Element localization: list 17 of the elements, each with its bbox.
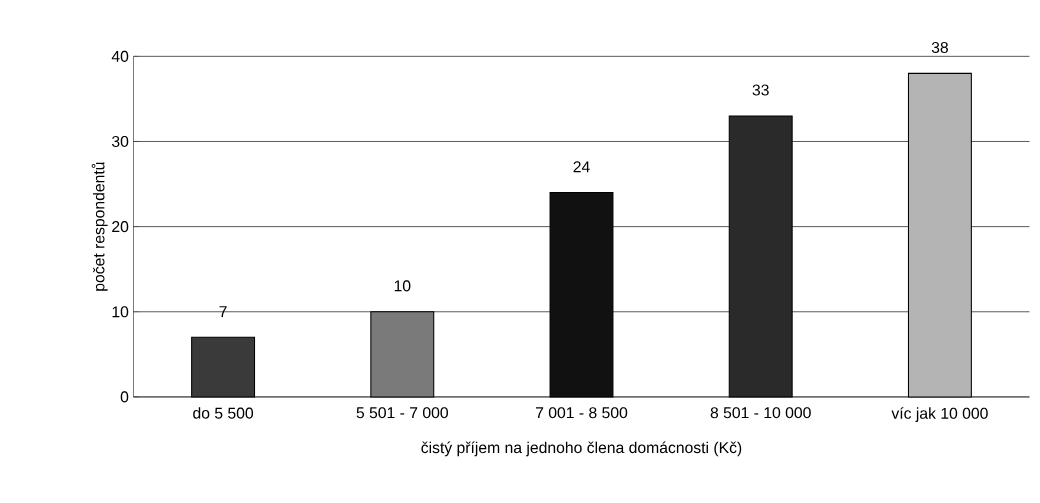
x-tick-label: 7 001 - 8 500 [535, 407, 628, 419]
x-tick-label: 5 501 - 7 000 [356, 407, 448, 419]
y-tick-label: 10 [112, 306, 129, 318]
data-label: 24 [573, 161, 590, 173]
data-label: 10 [394, 280, 411, 292]
y-tick-label: 20 [112, 221, 129, 233]
x-tick-label: do 5 500 [193, 407, 254, 419]
data-label: 7 [219, 306, 227, 317]
x-tick-label: víc jak 10 000 [891, 407, 988, 422]
y-tick-label: 0 [120, 391, 129, 403]
data-label: 33 [752, 84, 769, 96]
y-tick-label: 40 [111, 50, 129, 62]
x-axis-title: čistý příjem na jednoho člena domácnosti (Kč) [421, 441, 742, 457]
y-axis-title: počet respondentů [91, 162, 108, 291]
x-tick-label: 8 501 - 10 000 [710, 407, 811, 419]
data-label: 38 [931, 41, 948, 53]
y-tick-label: 30 [111, 135, 129, 148]
